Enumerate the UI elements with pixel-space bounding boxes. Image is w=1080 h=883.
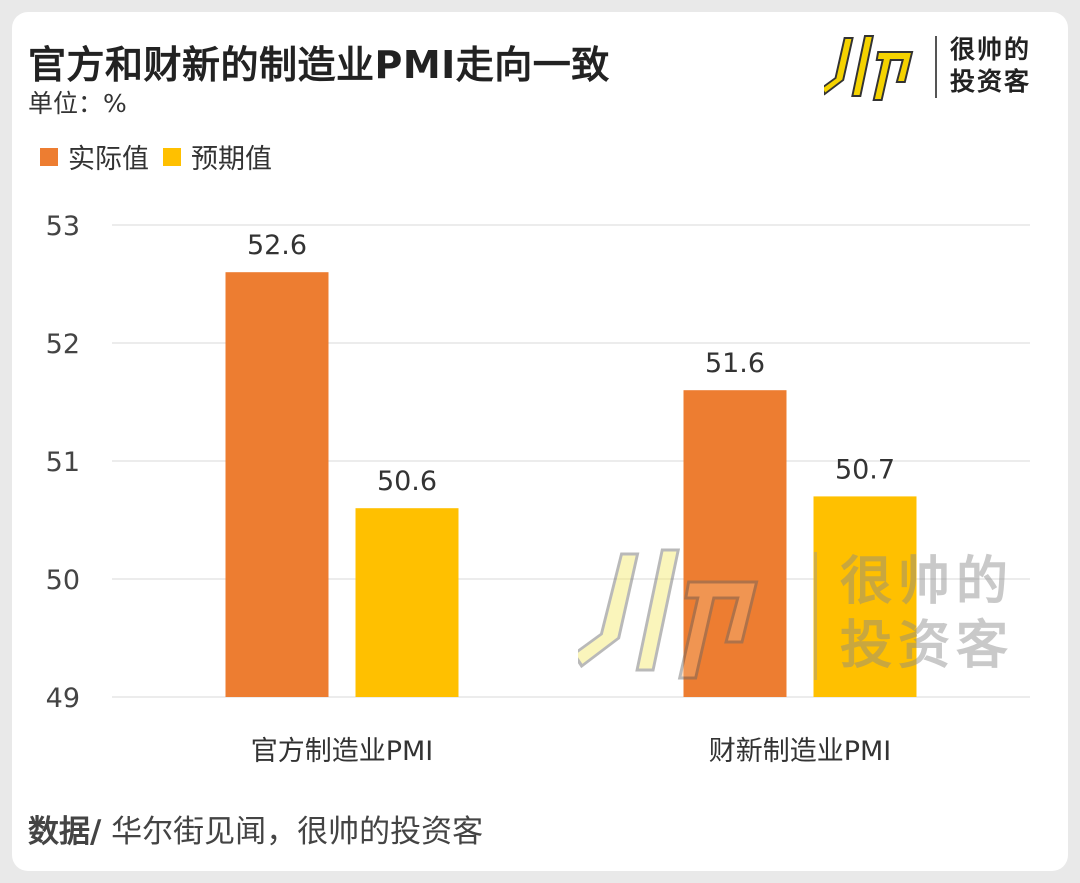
y-tick-label: 50 (46, 565, 80, 596)
bar (225, 272, 329, 697)
data-label: 51.6 (705, 348, 765, 379)
data-label: 50.7 (835, 454, 895, 485)
y-tick-label: 51 (46, 447, 80, 478)
brand-line-2: 投资客 (950, 67, 1032, 96)
y-tick-label: 53 (46, 211, 80, 242)
brand-logo: 很帅的 投资客 (824, 30, 1044, 110)
brand-line-1: 很帅的 (950, 35, 1032, 64)
unit-label: 单位：% (28, 89, 127, 118)
bar (355, 508, 459, 697)
y-tick-label: 52 (46, 329, 80, 360)
legend: 实际值 预期值 (40, 137, 272, 176)
chart-title: 官方和财新的制造业PMI走向一致 (28, 43, 610, 87)
data-label: 52.6 (247, 230, 307, 261)
data-label: 50.6 (377, 466, 437, 497)
brand-text: 很帅的 投资客 (950, 34, 1031, 98)
brand-divider (935, 36, 937, 98)
legend-label-expected: 预期值 (191, 144, 272, 175)
x-category-label: 官方制造业PMI (251, 736, 434, 767)
legend-label-actual: 实际值 (68, 144, 149, 175)
source-prefix: 数据/ (28, 814, 102, 850)
source-note: 数据/ 华尔街见闻，很帅的投资客 (28, 806, 483, 851)
legend-item-actual: 实际值 (40, 137, 149, 176)
brand-mark-icon (824, 35, 914, 101)
y-tick-label: 49 (46, 683, 80, 714)
x-category-label: 财新制造业PMI (709, 736, 892, 767)
legend-swatch-expected (163, 147, 181, 166)
chart-card (12, 12, 1068, 871)
source-text: 华尔街见闻，很帅的投资客 (101, 814, 484, 850)
legend-swatch-actual (40, 147, 58, 166)
bar (813, 496, 917, 697)
legend-item-expected: 预期值 (163, 137, 272, 176)
bar (683, 390, 787, 697)
